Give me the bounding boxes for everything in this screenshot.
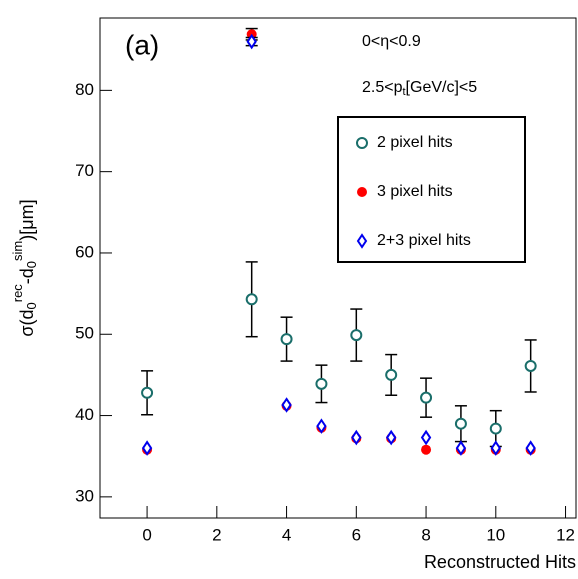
x-tick-label: 6 [352, 525, 361, 544]
x-tick-label: 10 [486, 525, 505, 544]
y-tick-label: 60 [75, 242, 94, 261]
marker [489, 422, 502, 435]
marker [420, 429, 432, 446]
y-tick-label: 80 [75, 80, 94, 99]
y-label-part: 0 [24, 261, 39, 268]
legend-label: 2+3 pixel hits [377, 232, 471, 249]
marker [490, 440, 501, 456]
x-tick-label: 4 [282, 525, 291, 544]
legend-marker [356, 233, 368, 249]
marker [245, 293, 258, 306]
x-tick-label: 8 [421, 525, 430, 544]
x-axis-label: Reconstructed Hits [424, 552, 576, 572]
marker [141, 386, 154, 399]
y-tick-label: 70 [75, 161, 94, 180]
annotation-part: [GeV/c]<5 [406, 79, 478, 96]
marker [385, 429, 397, 446]
y-label-part: rec [10, 284, 25, 303]
x-tick-label: 0 [142, 525, 151, 544]
y-label-part: )[μm] [17, 199, 37, 240]
marker [141, 440, 153, 456]
legend-marker [357, 187, 367, 197]
marker [281, 397, 292, 413]
marker [280, 333, 293, 346]
plot-frame [99, 17, 577, 519]
marker [316, 418, 327, 434]
y-axis-label: σ(d0rec-d0sim)[μm] [10, 199, 39, 336]
marker [315, 377, 328, 390]
y-tick-label: 30 [75, 486, 94, 505]
marker [420, 391, 433, 404]
legend-box [337, 116, 526, 263]
annotation: 2.5<pt[GeV/c]<5 [362, 79, 477, 98]
y-label-part: σ(d [17, 310, 37, 337]
y-label-part: -d [17, 268, 37, 284]
legend-marker [356, 137, 368, 149]
chart-title: (a) [125, 29, 159, 60]
y-tick-label: 50 [75, 324, 94, 343]
y-label-part: sim [10, 241, 25, 261]
x-tick-label: 2 [212, 525, 221, 544]
marker [454, 417, 467, 430]
marker [246, 33, 257, 50]
marker [455, 440, 467, 456]
marker [350, 329, 363, 342]
legend-label: 3 pixel hits [377, 183, 453, 200]
marker [351, 429, 362, 446]
marker [421, 444, 432, 455]
y-tick-label: 40 [75, 405, 94, 424]
annotation: 0<η<0.9 [362, 33, 421, 50]
annotation-part: t [402, 86, 405, 98]
x-tick-label: 12 [556, 525, 575, 544]
marker [524, 359, 537, 372]
annotation-part: 2.5<p [362, 79, 403, 96]
y-label-part: 0 [24, 302, 39, 309]
marker [385, 368, 398, 381]
legend-label: 2 pixel hits [377, 134, 453, 151]
marker [525, 440, 536, 456]
